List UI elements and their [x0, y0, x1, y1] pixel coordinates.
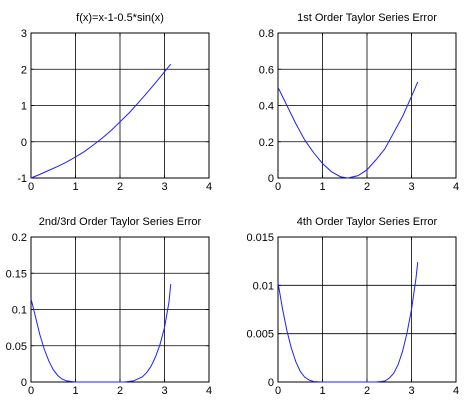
y-tick-label: 0.15 — [6, 268, 27, 280]
y-tick-label: 0 — [21, 137, 27, 149]
y-tick-label: 2 — [21, 64, 27, 76]
series-line — [30, 284, 172, 383]
x-tick-label: 3 — [161, 181, 167, 193]
y-tick-label: 0.005 — [246, 329, 274, 341]
x-tick-label: 2 — [364, 181, 370, 193]
chart-title: 2nd/3rd Order Taylor Series Error — [39, 216, 202, 228]
y-tick-label: 1 — [21, 101, 27, 113]
x-tick-label: 0 — [275, 385, 281, 397]
chart-title: 1st Order Taylor Series Error — [297, 12, 437, 24]
x-tick-label: 1 — [319, 385, 325, 397]
chart-title: f(x)=x-1-0.5*sin(x) — [76, 12, 164, 24]
y-tick-label: 0.015 — [246, 232, 274, 244]
y-tick-label: -1 — [17, 173, 27, 185]
x-tick-label: 0 — [28, 181, 34, 193]
y-tick-label: 3 — [21, 28, 27, 40]
series-line — [277, 81, 419, 179]
x-tick-label: 4 — [206, 181, 212, 193]
y-tick-label: 0.05 — [6, 341, 27, 353]
x-tick-label: 4 — [206, 385, 212, 397]
x-tick-label: 2 — [117, 385, 123, 397]
x-tick-label: 3 — [408, 181, 414, 193]
y-tick-label: 0.2 — [259, 137, 274, 149]
series-line — [30, 63, 172, 179]
y-tick-label: 0.4 — [259, 101, 274, 113]
subplot-3: 0 1 2 3 4 0 0.05 0.1 0.15 0.2 2nd/3rd Order Taylor… — [6, 216, 212, 397]
x-tick-label: 1 — [319, 181, 325, 193]
x-tick-label: 4 — [453, 181, 459, 193]
x-tick-label: 3 — [161, 385, 167, 397]
y-tick-label: 0 — [21, 377, 27, 389]
x-tick-label: 1 — [72, 385, 78, 397]
y-tick-label: 0 — [268, 173, 274, 185]
x-tick-label: 4 — [453, 385, 459, 397]
y-tick-label: 0.2 — [12, 232, 27, 244]
subplot-2: 0 1 2 3 4 0 0.2 0.4 0.6 0.8 1st Order Taylor Serie… — [259, 12, 459, 193]
x-tick-label: 0 — [28, 385, 34, 397]
x-tick-label: 3 — [408, 385, 414, 397]
chart-title: 4th Order Taylor Series Error — [297, 216, 438, 228]
y-tick-label: 0.01 — [253, 280, 274, 292]
y-tick-label: 0.1 — [12, 305, 27, 317]
x-tick-label: 1 — [72, 181, 78, 193]
y-tick-label: 0.8 — [259, 28, 274, 40]
y-tick-label: 0 — [268, 377, 274, 389]
series-line — [277, 262, 419, 383]
x-tick-label: 2 — [117, 181, 123, 193]
x-tick-label: 0 — [275, 181, 281, 193]
subplot-4: 0 1 2 3 4 0 0.005 0.01 0.015 4th Order Taylor Ser… — [246, 216, 459, 397]
x-tick-label: 2 — [364, 385, 370, 397]
y-tick-label: 0.6 — [259, 64, 274, 76]
